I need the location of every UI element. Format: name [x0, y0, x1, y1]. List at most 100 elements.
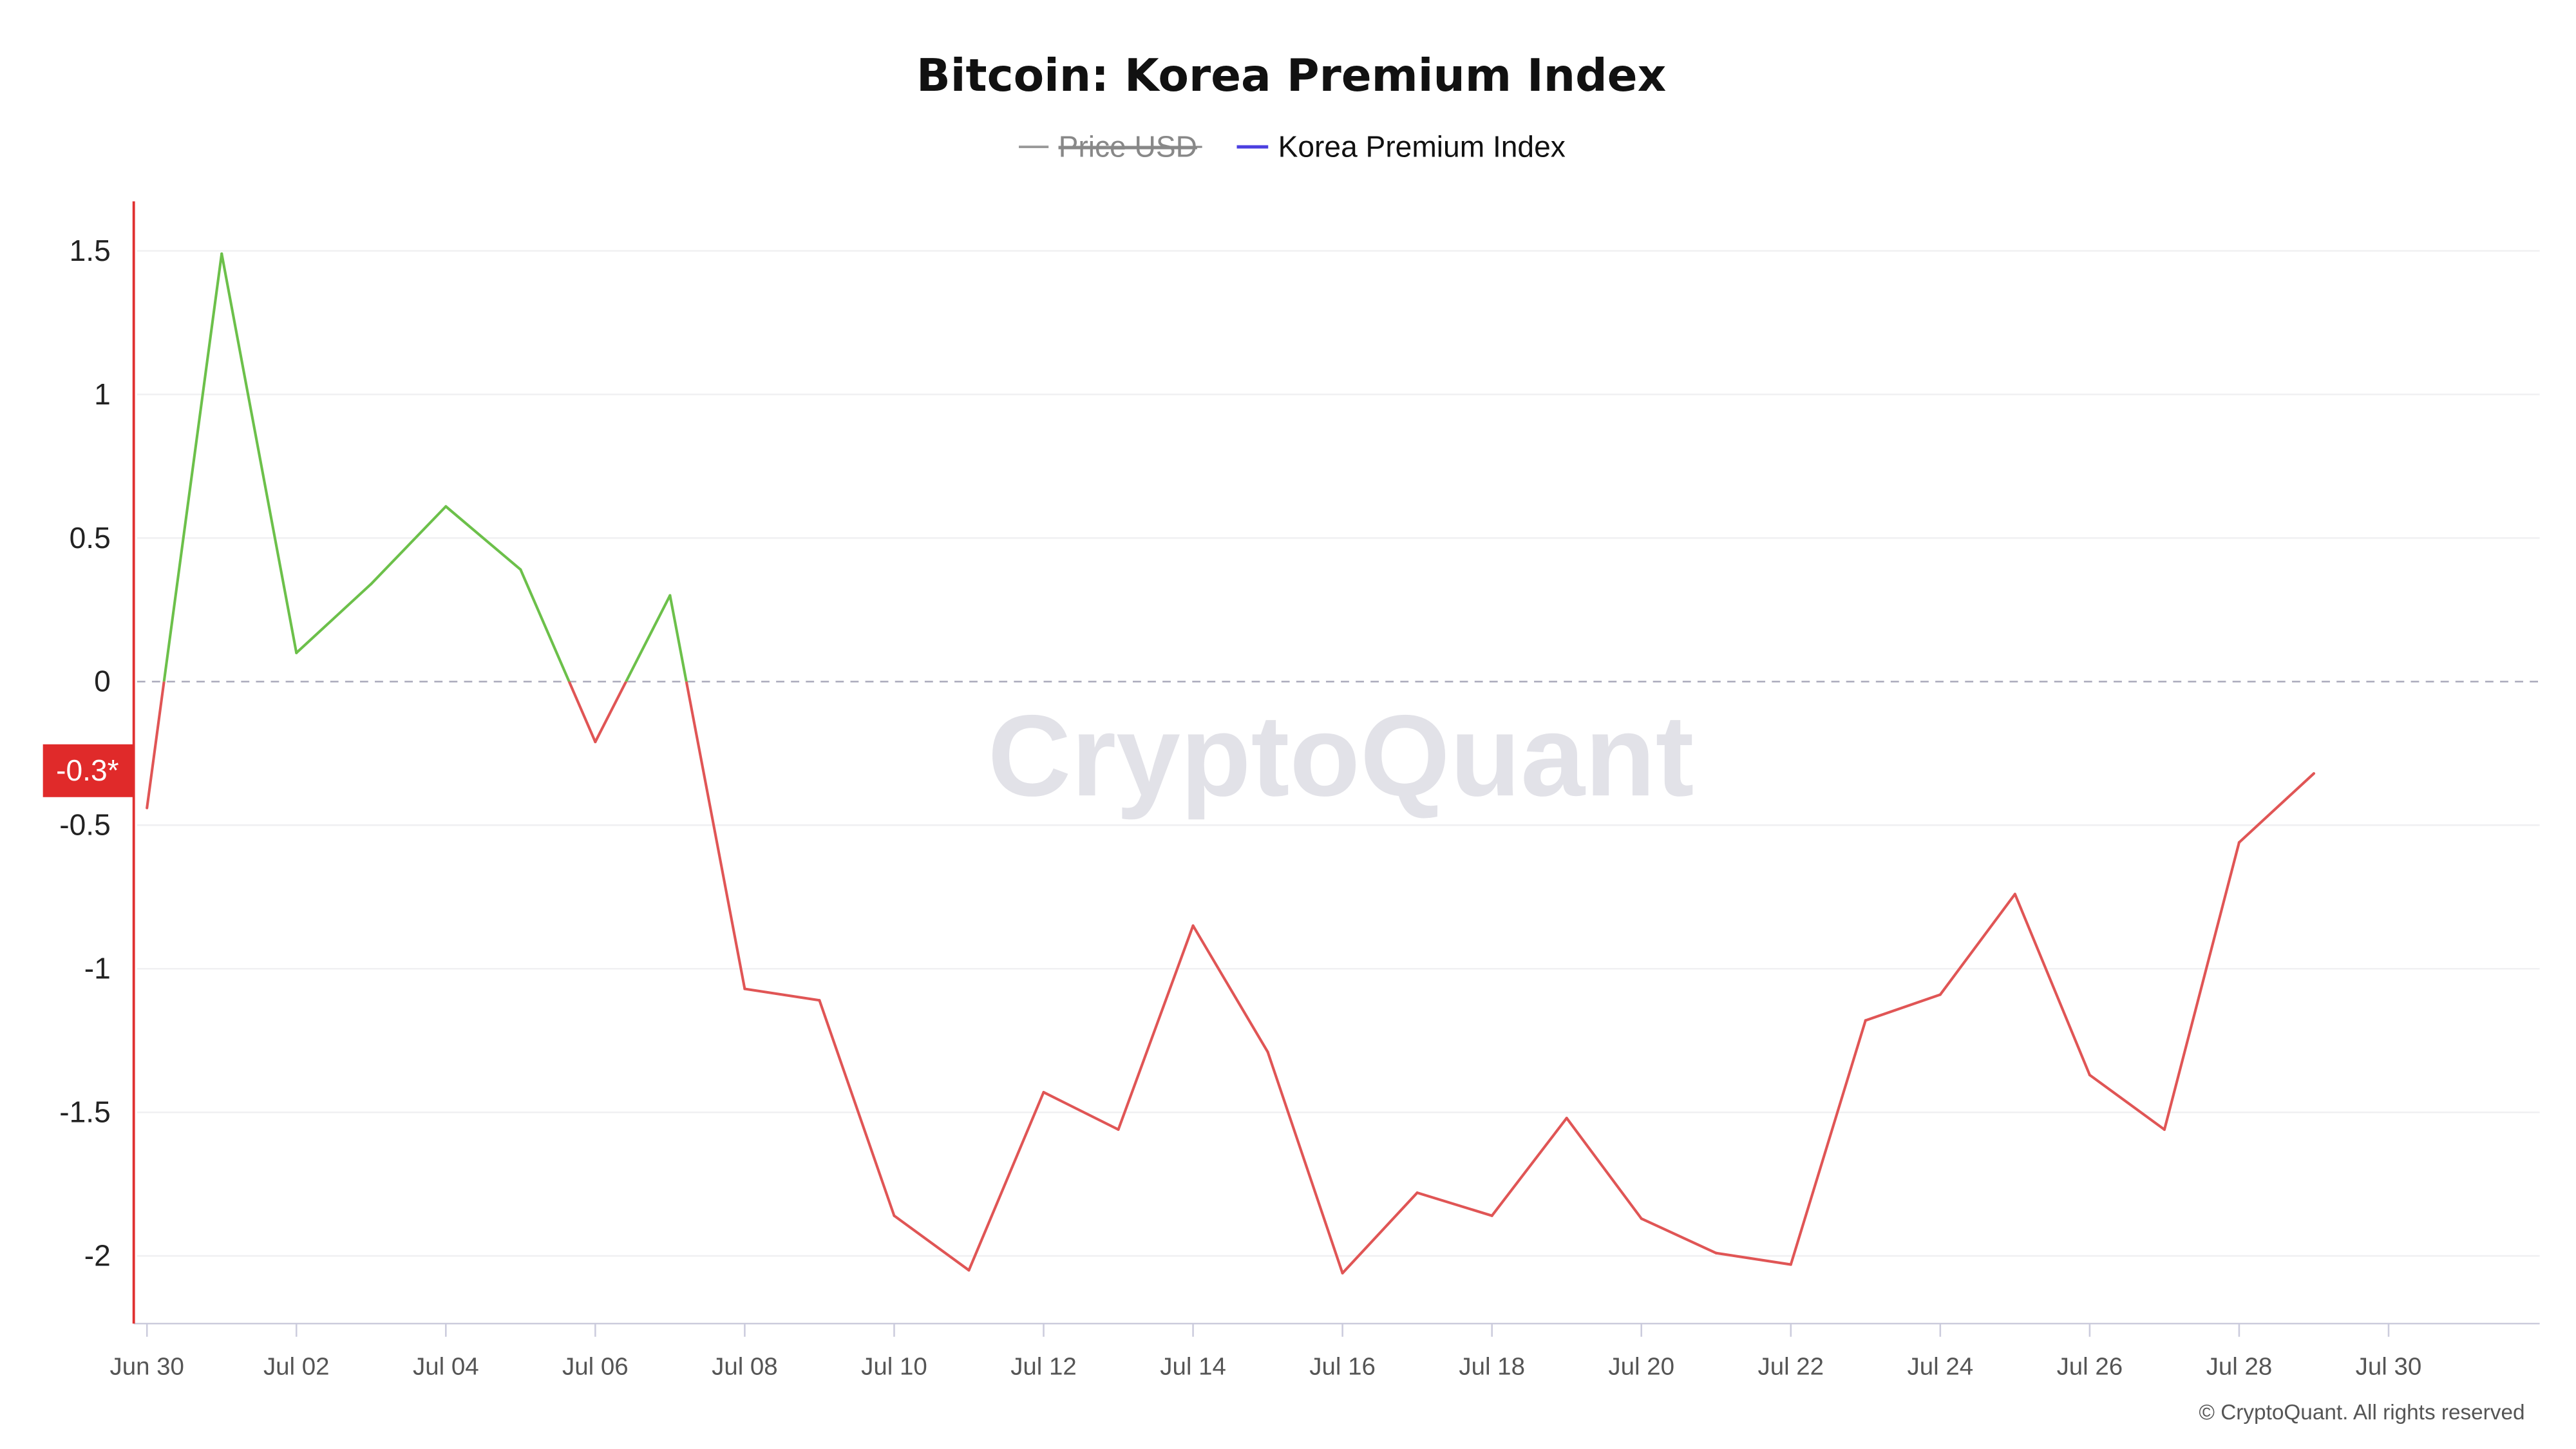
- line-segment-positive: [370, 505, 448, 585]
- data-point[interactable]: [1115, 1126, 1121, 1133]
- x-tick-label: Jun 30: [109, 1353, 184, 1381]
- line-segment-positive: [220, 252, 298, 654]
- y-tick-label: -1: [84, 952, 111, 985]
- data-point[interactable]: [891, 1213, 897, 1219]
- y-tick-label: -0.5: [59, 808, 111, 842]
- line-segment-negative: [1938, 893, 2016, 996]
- line-segment-negative: [1714, 1251, 1792, 1266]
- data-point[interactable]: [144, 804, 150, 811]
- x-tick-label: Jul 14: [1160, 1353, 1226, 1381]
- data-point[interactable]: [218, 251, 225, 257]
- x-tick-label: Jul 18: [1459, 1353, 1525, 1381]
- data-point[interactable]: [293, 650, 299, 656]
- x-tick-label: Jul 12: [1010, 1353, 1077, 1381]
- x-tick-label: Jul 10: [861, 1353, 927, 1381]
- data-point[interactable]: [1638, 1215, 1645, 1222]
- line-segment-negative: [1640, 1217, 1718, 1255]
- data-point[interactable]: [1713, 1250, 1719, 1256]
- line-segment-negative: [1864, 993, 1942, 1022]
- watermark: CryptoQuant: [988, 692, 1694, 820]
- data-point[interactable]: [442, 503, 449, 509]
- line-segment-negative: [567, 681, 597, 744]
- line-segment-negative: [1789, 1019, 1867, 1266]
- x-tick-label: Jul 20: [1608, 1353, 1674, 1381]
- data-point[interactable]: [1788, 1261, 1794, 1267]
- data-point[interactable]: [816, 997, 822, 1003]
- line-segment-negative: [1416, 1191, 1493, 1217]
- x-tick-label: Jul 08: [712, 1353, 778, 1381]
- y-tick-label: 1.5: [70, 234, 111, 267]
- data-point[interactable]: [1264, 1048, 1271, 1055]
- y-tick-label: 0.5: [70, 521, 111, 554]
- line-segment-positive: [444, 505, 522, 571]
- line-segment-negative: [2088, 1074, 2166, 1132]
- legend-item-korea-premium-index[interactable]: Korea Premium Index: [1236, 129, 1566, 163]
- data-point[interactable]: [2161, 1126, 2168, 1133]
- line-segment-negative: [893, 1214, 971, 1272]
- line-segment-negative: [1341, 1191, 1419, 1274]
- line-segment-negative: [1117, 924, 1195, 1132]
- line-segment-negative: [2013, 893, 2091, 1077]
- x-axis-ticks: Jun 30 Jul 02 Jul 04 Jul 06 Jul 08 Jul 10 Jul …: [109, 1323, 2422, 1381]
- line-segment-negative: [594, 681, 628, 744]
- data-point[interactable]: [1040, 1089, 1046, 1095]
- data-point[interactable]: [1862, 1017, 1869, 1023]
- line-segment-positive: [162, 252, 223, 682]
- line-segment-negative: [1266, 1050, 1344, 1274]
- data-point[interactable]: [2236, 839, 2242, 846]
- data-point[interactable]: [667, 592, 673, 598]
- y-tick-label: -2: [84, 1239, 111, 1273]
- data-point[interactable]: [1414, 1189, 1421, 1196]
- legend: Price USD Korea Premium Index: [1019, 129, 1566, 163]
- line-segment-positive: [668, 594, 688, 682]
- data-point[interactable]: [1339, 1270, 1345, 1276]
- y-tick-label: -1.5: [59, 1095, 111, 1129]
- x-tick-label: Jul 28: [2206, 1353, 2273, 1381]
- x-tick-label: Jul 30: [2356, 1353, 2422, 1381]
- data-point[interactable]: [2012, 891, 2018, 897]
- data-point[interactable]: [1189, 922, 1196, 929]
- line-segment-negative: [146, 681, 166, 810]
- line-segment-negative: [685, 681, 746, 990]
- data-point[interactable]: [368, 581, 374, 587]
- y-tick-label: 1: [94, 377, 111, 411]
- line-segment-negative: [1042, 1090, 1120, 1132]
- x-tick-label: Jul 06: [562, 1353, 629, 1381]
- y-axis-ticks: 1.5 1 0.5 0 -0.5 -1 -1.5 -2: [59, 234, 111, 1273]
- series-positive: [162, 252, 688, 682]
- data-point[interactable]: [965, 1267, 972, 1273]
- current-value-box: [43, 744, 134, 797]
- line-segment-negative: [2163, 841, 2240, 1132]
- line-segment-negative: [1565, 1117, 1643, 1220]
- line-segment-negative: [743, 987, 821, 1002]
- x-tick-label: Jul 02: [263, 1353, 330, 1381]
- x-tick-label: Jul 26: [2057, 1353, 2123, 1381]
- line-segment-negative: [1191, 924, 1269, 1054]
- legend-label-korea-premium-index: Korea Premium Index: [1278, 129, 1566, 163]
- x-tick-label: Jul 24: [1908, 1353, 1974, 1381]
- current-value-badge: -0.3*: [43, 744, 134, 797]
- data-point[interactable]: [517, 566, 524, 573]
- data-point[interactable]: [741, 985, 748, 992]
- data-point[interactable]: [592, 739, 598, 745]
- data-point[interactable]: [2311, 770, 2317, 777]
- x-tick-label: Jul 04: [413, 1353, 479, 1381]
- line-segment-negative: [818, 999, 896, 1217]
- line-segment-positive: [624, 594, 672, 682]
- data-point[interactable]: [1937, 991, 1944, 998]
- y-tick-label: 0: [94, 665, 111, 698]
- x-tick-label: Jul 16: [1309, 1353, 1376, 1381]
- legend-item-price-usd[interactable]: Price USD: [1019, 129, 1202, 163]
- x-tick-label: Jul 22: [1757, 1353, 1824, 1381]
- data-point[interactable]: [2087, 1072, 2093, 1078]
- line-segment-positive: [295, 582, 373, 654]
- series-negative: [146, 681, 2316, 1274]
- chart-title: Bitcoin: Korea Premium Index: [916, 50, 1666, 102]
- data-point[interactable]: [1564, 1115, 1570, 1121]
- current-value-label: -0.3*: [56, 753, 119, 787]
- line-segment-positive: [519, 568, 571, 682]
- data-point[interactable]: [1489, 1213, 1495, 1219]
- line-segment-negative: [1490, 1117, 1568, 1217]
- line-segment-negative: [967, 1090, 1045, 1272]
